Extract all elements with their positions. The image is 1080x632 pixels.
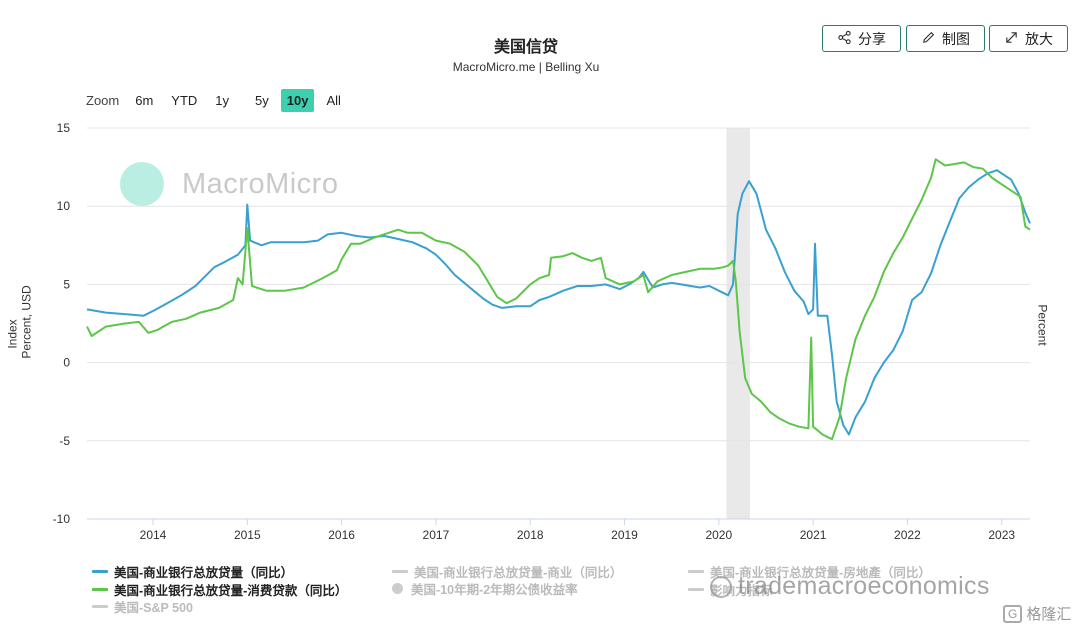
- legend-item-sp500[interactable]: 美国-S&P 500: [92, 597, 193, 616]
- macromicro-logo-icon: [120, 162, 164, 206]
- zoom-1y-button[interactable]: 1y: [215, 93, 230, 108]
- legend-item-consumer-loans[interactable]: 美国-商业银行总放贷量-消费贷款（同比）: [92, 580, 347, 599]
- x-tick-label: 2016: [328, 528, 355, 542]
- gelonghui-text: 格隆汇: [1026, 606, 1072, 623]
- share-button[interactable]: 分享: [822, 25, 901, 52]
- legend-swatch: [392, 570, 408, 573]
- x-tick-label: 2023: [988, 528, 1015, 542]
- chart-subtitle: MacroMicro.me | Belling Xu: [452, 60, 600, 74]
- watermark-brand: MacroMicro: [182, 167, 339, 200]
- legend-label: 美国-商业银行总放贷量（同比）: [114, 566, 294, 580]
- zoom-10y-button[interactable]: 10y: [280, 89, 315, 112]
- y-tick-label: -10: [53, 512, 71, 526]
- y-tick-label: 15: [57, 121, 71, 135]
- wechat-watermark: trademacroeconomics: [710, 572, 990, 601]
- legend-item-yield-spread[interactable]: 美国-10年期-2年期公债收益率: [392, 579, 578, 598]
- share-label: 分享: [858, 30, 886, 47]
- legend-swatch: [688, 588, 704, 591]
- zoom-6m-button[interactable]: 6m: [135, 93, 154, 108]
- expand-icon: [1004, 30, 1019, 48]
- legend-label: 美国-S&P 500: [114, 601, 193, 615]
- x-tick-label: 2014: [140, 528, 167, 542]
- legend-item-real-estate-loans[interactable]: 美国-商业银行总放贷量-房地產（同比）: [688, 562, 931, 581]
- legend-dot-icon: [392, 583, 403, 594]
- enlarge-button[interactable]: 放大: [989, 25, 1068, 52]
- share-icon: [837, 30, 852, 48]
- series-line-2: [86, 158, 1031, 441]
- pencil-icon: [921, 30, 936, 48]
- y-tick-label: 0: [63, 356, 70, 370]
- legend-item-commercial-loans[interactable]: 美国-商业银行总放贷量-商业（同比）: [392, 562, 622, 581]
- x-tick-label: 2015: [234, 528, 261, 542]
- macromicro-watermark: MacroMicro: [120, 162, 338, 206]
- x-tick-label: 2019: [611, 528, 638, 542]
- x-tick-label: 2022: [894, 528, 921, 542]
- zoom-all-button[interactable]: All: [326, 93, 341, 108]
- legend-swatch: [92, 570, 108, 573]
- x-tick-label: 2018: [517, 528, 544, 542]
- right-axis-label: Percent: [1035, 304, 1050, 346]
- legend-label: 美国-商业银行总放贷量-商业（同比）: [414, 566, 623, 580]
- y-tick-label: 5: [63, 277, 70, 291]
- zoom-ytd-button[interactable]: YTD: [171, 93, 198, 108]
- gelonghui-watermark: G 格隆汇: [1003, 603, 1071, 624]
- draw-label: 制图: [942, 30, 970, 47]
- enlarge-label: 放大: [1025, 30, 1053, 47]
- x-tick-label: 2021: [800, 528, 827, 542]
- x-tick-label: 2020: [705, 528, 732, 542]
- legend-label: 美国-商业银行总放贷量-消费贷款（同比）: [114, 584, 348, 598]
- wechat-watermark-text: trademacroeconomics: [738, 572, 990, 600]
- y-tick-label: 10: [57, 199, 71, 213]
- chart-title: 美国信贷: [493, 39, 558, 56]
- zoom-label: Zoom: [86, 93, 120, 108]
- legend-label: 美国-10年期-2年期公债收益率: [411, 583, 578, 597]
- left-axis-outer-label: Index: [5, 319, 20, 349]
- legend-item-total-loans[interactable]: 美国-商业银行总放贷量（同比）: [92, 562, 293, 581]
- legend-label: 美国-商业银行总放贷量-房地產（同比）: [710, 566, 931, 580]
- legend-swatch: [688, 570, 704, 573]
- x-tick-label: 2017: [423, 528, 450, 542]
- draw-button[interactable]: 制图: [906, 25, 985, 52]
- legend-swatch: [92, 605, 108, 608]
- y-tick-label: -5: [59, 434, 70, 448]
- zoom-5y-button[interactable]: 5y: [255, 93, 269, 108]
- left-axis-label: Percent, USD: [19, 285, 34, 359]
- zoom-selector: Zoom 6m YTD 1y 5y 10y All: [86, 89, 353, 112]
- legend-swatch: [92, 588, 108, 591]
- wechat-icon: [710, 575, 732, 598]
- gelonghui-logo-icon: G: [1003, 604, 1023, 623]
